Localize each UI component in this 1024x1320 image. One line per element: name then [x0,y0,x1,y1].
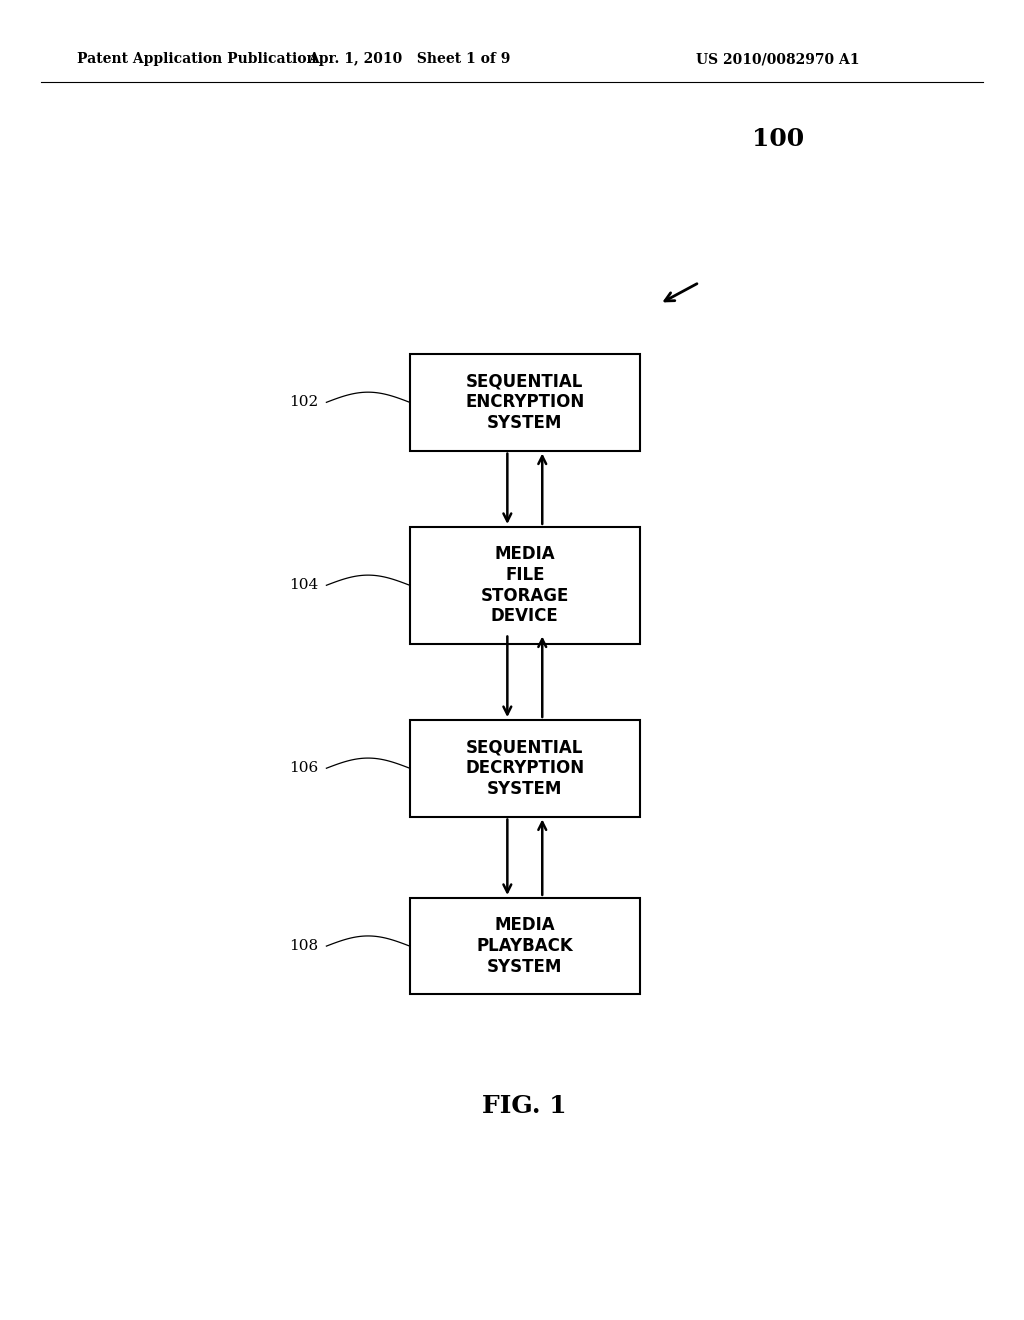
Text: Patent Application Publication: Patent Application Publication [77,53,316,66]
Text: MEDIA
FILE
STORAGE
DEVICE: MEDIA FILE STORAGE DEVICE [480,545,569,626]
Bar [410,354,640,450]
Text: MEDIA
PLAYBACK
SYSTEM: MEDIA PLAYBACK SYSTEM [476,916,573,975]
Text: 106: 106 [289,762,318,775]
Text: 108: 108 [290,939,318,953]
Text: 104: 104 [289,578,318,593]
Text: SEQUENTIAL
ENCRYPTION
SYSTEM: SEQUENTIAL ENCRYPTION SYSTEM [465,372,585,432]
Text: Apr. 1, 2010   Sheet 1 of 9: Apr. 1, 2010 Sheet 1 of 9 [308,53,511,66]
Text: 102: 102 [289,395,318,409]
Bar [410,527,640,644]
Text: 100: 100 [753,127,804,150]
Bar [410,898,640,994]
Text: US 2010/0082970 A1: US 2010/0082970 A1 [696,53,860,66]
Text: FIG. 1: FIG. 1 [482,1094,567,1118]
Bar [410,719,640,817]
Text: SEQUENTIAL
DECRYPTION
SYSTEM: SEQUENTIAL DECRYPTION SYSTEM [465,738,585,799]
